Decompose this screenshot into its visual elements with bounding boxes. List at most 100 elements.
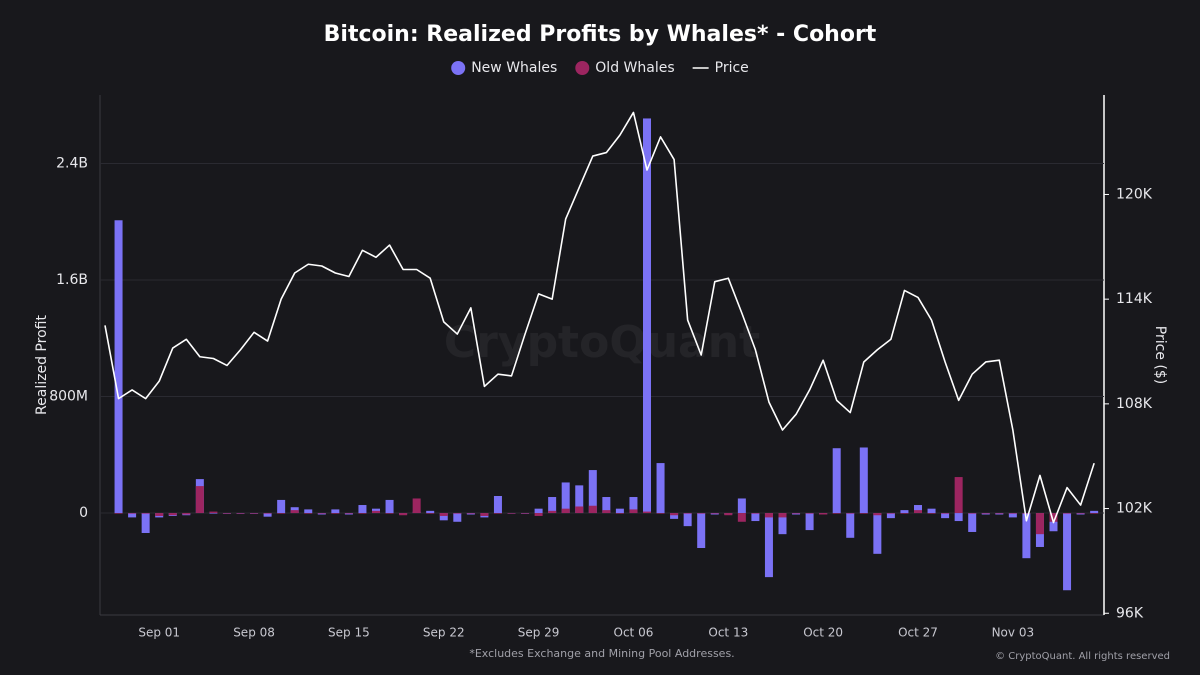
bar bbox=[561, 508, 570, 514]
bar bbox=[900, 510, 909, 514]
bar bbox=[426, 513, 435, 514]
bar bbox=[548, 497, 557, 514]
bar bbox=[670, 513, 679, 516]
price-line bbox=[104, 111, 1095, 524]
bar bbox=[236, 513, 245, 514]
bar bbox=[521, 513, 530, 514]
bar bbox=[954, 477, 963, 514]
bar bbox=[141, 513, 150, 514]
bar bbox=[263, 513, 272, 517]
bar bbox=[277, 499, 286, 514]
bar bbox=[792, 513, 801, 515]
bar bbox=[412, 498, 421, 514]
bar bbox=[168, 513, 177, 516]
bar bbox=[602, 510, 611, 514]
watermark: CryptoQuant bbox=[444, 317, 760, 368]
bar bbox=[358, 505, 367, 514]
bar bbox=[737, 498, 746, 514]
bar bbox=[195, 486, 204, 514]
legend-marker bbox=[575, 61, 590, 75]
x-tick-label: Oct 20 bbox=[803, 626, 843, 640]
bar bbox=[209, 513, 218, 514]
bar bbox=[886, 513, 895, 519]
bar bbox=[805, 513, 814, 531]
bar bbox=[710, 513, 719, 515]
bar bbox=[792, 513, 801, 514]
bar bbox=[331, 513, 340, 514]
x-tick-label: Oct 13 bbox=[708, 626, 748, 640]
bar bbox=[914, 505, 922, 514]
x-tick-label: Sep 01 bbox=[138, 626, 180, 640]
bar bbox=[819, 513, 828, 515]
bar bbox=[290, 510, 299, 514]
bar bbox=[1022, 513, 1031, 514]
x-tick-label: Sep 08 bbox=[233, 626, 275, 640]
bar bbox=[114, 513, 123, 514]
bar bbox=[439, 513, 448, 521]
y-tick-label: 800M bbox=[49, 389, 88, 405]
bar bbox=[859, 513, 868, 514]
legend-marker bbox=[451, 61, 466, 75]
bar bbox=[114, 220, 123, 514]
bar bbox=[927, 508, 936, 514]
y-tick-label: 0 bbox=[79, 505, 88, 521]
chart-title: Bitcoin: Realized Profits by Whales* - C… bbox=[324, 22, 877, 47]
bar bbox=[615, 513, 624, 514]
bar bbox=[1049, 513, 1058, 522]
legend-label: Price bbox=[715, 60, 749, 76]
bar bbox=[1063, 513, 1072, 514]
bar bbox=[724, 513, 733, 516]
bar bbox=[886, 513, 895, 514]
x-tick-label: Sep 29 bbox=[518, 626, 560, 640]
bar bbox=[697, 513, 706, 514]
bar bbox=[1008, 513, 1017, 518]
bar bbox=[737, 513, 746, 522]
y-axis-label: Realized Profit bbox=[34, 315, 50, 415]
bar bbox=[710, 513, 719, 514]
bar bbox=[250, 513, 259, 514]
bar bbox=[697, 513, 706, 548]
bar bbox=[968, 513, 977, 532]
bar bbox=[1076, 513, 1085, 514]
bar bbox=[317, 513, 326, 515]
bar bbox=[426, 510, 435, 514]
bar bbox=[981, 513, 990, 514]
bar bbox=[873, 513, 882, 554]
bar bbox=[588, 505, 597, 514]
bar bbox=[534, 513, 543, 516]
bar bbox=[466, 513, 475, 515]
bar bbox=[1063, 513, 1072, 591]
bar bbox=[534, 508, 543, 514]
bar bbox=[1035, 513, 1044, 535]
bar bbox=[846, 513, 855, 514]
bar bbox=[385, 499, 394, 514]
bar bbox=[900, 513, 909, 514]
bar bbox=[764, 513, 773, 578]
bar bbox=[344, 513, 353, 514]
bar bbox=[466, 513, 475, 514]
bar bbox=[615, 508, 624, 514]
bar bbox=[832, 513, 841, 514]
y-tick-label: 2.4B bbox=[56, 155, 88, 171]
bar bbox=[331, 509, 340, 514]
legend-label: Old Whales bbox=[595, 60, 674, 76]
bar bbox=[277, 513, 286, 514]
bar bbox=[846, 513, 855, 538]
y2-tick-label: 102K bbox=[1116, 501, 1153, 517]
bar bbox=[385, 513, 394, 514]
y2-tick-label: 108K bbox=[1116, 396, 1153, 412]
bar bbox=[480, 513, 489, 516]
bar bbox=[372, 510, 380, 514]
bar bbox=[643, 118, 651, 514]
bar bbox=[995, 513, 1004, 515]
bar bbox=[182, 513, 191, 515]
copyright: © CryptoQuant. All rights reserved bbox=[995, 651, 1170, 662]
bar bbox=[968, 513, 977, 514]
bar bbox=[439, 513, 448, 516]
x-tick-label: Oct 27 bbox=[898, 626, 938, 640]
y2-tick-label: 114K bbox=[1116, 291, 1153, 307]
footnote: *Excludes Exchange and Mining Pool Addre… bbox=[469, 647, 734, 660]
y2-tick-label: 120K bbox=[1116, 186, 1153, 202]
